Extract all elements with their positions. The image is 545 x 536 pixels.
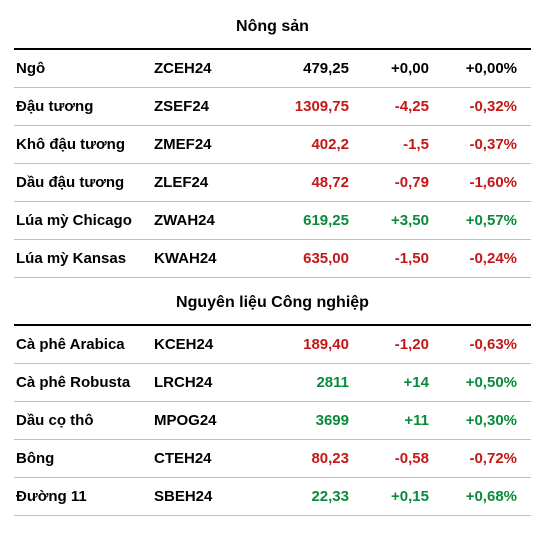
table-row: Cà phê RobustaLRCH242811+14+0,50% (14, 364, 531, 402)
commodity-price: 48,72 (239, 174, 349, 191)
commodity-symbol: ZCEH24 (154, 60, 239, 77)
commodity-name: Cà phê Robusta (14, 374, 154, 391)
commodity-name: Bông (14, 450, 154, 467)
commodity-change: +3,50 (349, 212, 429, 229)
commodity-pct: +0,30% (429, 412, 519, 429)
commodity-name: Lúa mỳ Chicago (14, 212, 154, 229)
commodity-name: Đường 11 (14, 488, 154, 505)
commodity-pct: -0,32% (429, 98, 519, 115)
table-row: Cà phê ArabicaKCEH24189,40-1,20-0,63% (14, 326, 531, 364)
commodity-change: +0,15 (349, 488, 429, 505)
commodity-pct: +0,68% (429, 488, 519, 505)
commodity-name: Ngô (14, 60, 154, 77)
table-row: Đường 11SBEH2422,33+0,15+0,68% (14, 478, 531, 516)
section-header: Nông sản (14, 8, 531, 50)
commodity-pct: -0,63% (429, 336, 519, 353)
table-row: Lúa mỳ KansasKWAH24635,00-1,50-0,24% (14, 240, 531, 278)
commodity-price: 22,33 (239, 488, 349, 505)
commodity-change: -1,5 (349, 136, 429, 153)
commodity-price: 189,40 (239, 336, 349, 353)
commodity-change: -0,58 (349, 450, 429, 467)
table-row: BôngCTEH2480,23-0,58-0,72% (14, 440, 531, 478)
commodity-change: -4,25 (349, 98, 429, 115)
commodity-pct: +0,00% (429, 60, 519, 77)
commodity-change: -0,79 (349, 174, 429, 191)
table-row: Đậu tươngZSEF241309,75-4,25-0,32% (14, 88, 531, 126)
commodity-name: Dầu cọ thô (14, 412, 154, 429)
commodity-symbol: ZLEF24 (154, 174, 239, 191)
commodity-pct: -0,37% (429, 136, 519, 153)
commodity-change: +11 (349, 412, 429, 429)
commodity-symbol: CTEH24 (154, 450, 239, 467)
commodity-name: Dầu đậu tương (14, 174, 154, 191)
commodity-symbol: ZMEF24 (154, 136, 239, 153)
commodity-name: Cà phê Arabica (14, 336, 154, 353)
table-row: Khô đậu tươngZMEF24402,2-1,5-0,37% (14, 126, 531, 164)
commodity-symbol: ZWAH24 (154, 212, 239, 229)
commodity-pct: -0,24% (429, 250, 519, 267)
commodity-change: +14 (349, 374, 429, 391)
commodity-change: -1,20 (349, 336, 429, 353)
commodity-price: 619,25 (239, 212, 349, 229)
commodity-table: Nông sảnNgôZCEH24479,25+0,00+0,00%Đậu tư… (0, 0, 545, 524)
commodity-symbol: SBEH24 (154, 488, 239, 505)
commodity-symbol: LRCH24 (154, 374, 239, 391)
table-row: Lúa mỳ ChicagoZWAH24619,25+3,50+0,57% (14, 202, 531, 240)
commodity-change: -1,50 (349, 250, 429, 267)
commodity-symbol: ZSEF24 (154, 98, 239, 115)
commodity-price: 2811 (239, 374, 349, 391)
commodity-name: Khô đậu tương (14, 136, 154, 153)
commodity-name: Đậu tương (14, 98, 154, 115)
commodity-price: 3699 (239, 412, 349, 429)
commodity-pct: -1,60% (429, 174, 519, 191)
commodity-price: 402,2 (239, 136, 349, 153)
commodity-price: 1309,75 (239, 98, 349, 115)
table-row: Dầu đậu tươngZLEF2448,72-0,79-1,60% (14, 164, 531, 202)
commodity-name: Lúa mỳ Kansas (14, 250, 154, 267)
section-header: Nguyên liệu Công nghiệp (14, 284, 531, 326)
commodity-price: 80,23 (239, 450, 349, 467)
commodity-pct: +0,50% (429, 374, 519, 391)
table-row: Dầu cọ thôMPOG243699+11+0,30% (14, 402, 531, 440)
commodity-symbol: KWAH24 (154, 250, 239, 267)
table-row: NgôZCEH24479,25+0,00+0,00% (14, 50, 531, 88)
commodity-symbol: MPOG24 (154, 412, 239, 429)
commodity-price: 635,00 (239, 250, 349, 267)
commodity-symbol: KCEH24 (154, 336, 239, 353)
commodity-pct: -0,72% (429, 450, 519, 467)
commodity-pct: +0,57% (429, 212, 519, 229)
commodity-price: 479,25 (239, 60, 349, 77)
commodity-change: +0,00 (349, 60, 429, 77)
